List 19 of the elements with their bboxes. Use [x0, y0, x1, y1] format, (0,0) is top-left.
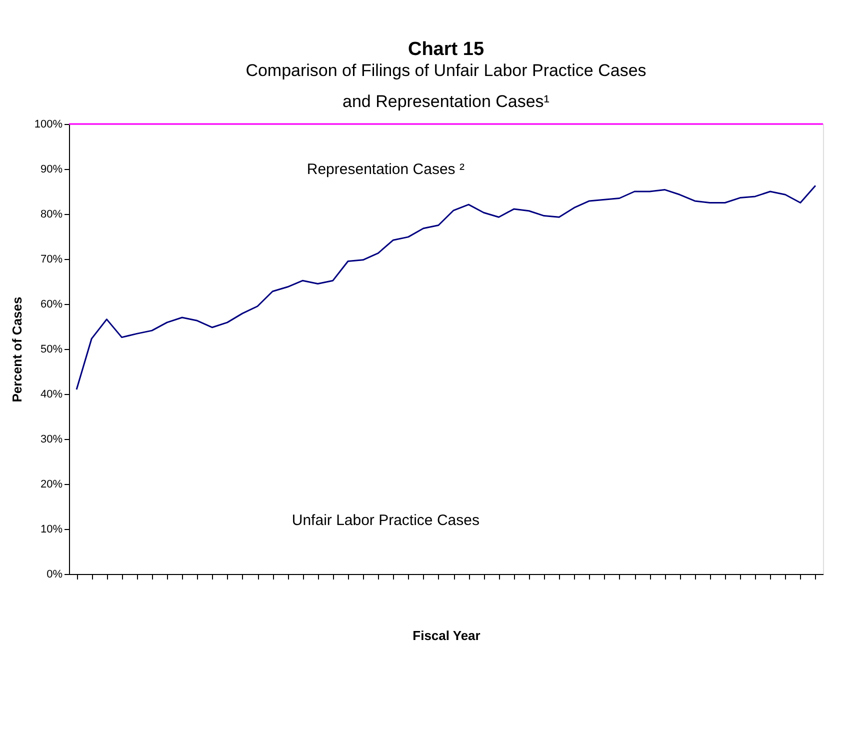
y-tick-label: 20%: [40, 478, 63, 490]
y-tick-label: 50%: [40, 344, 63, 356]
y-tick-label: 80%: [40, 208, 63, 220]
line-series: [76, 184, 816, 390]
y-tick-label: 100%: [34, 118, 63, 130]
x-axis-title: Fiscal Year: [412, 628, 480, 643]
annotation: Unfair Labor Practice Cases: [292, 512, 480, 529]
y-tick-label: 30%: [40, 434, 63, 446]
chart-title: Chart 15: [408, 39, 484, 60]
y-tick-label: 60%: [40, 298, 63, 310]
y-tick-label: 0%: [46, 568, 63, 580]
y-tick-label: 40%: [40, 388, 63, 400]
y-tick-label: 90%: [40, 164, 63, 176]
annotation: Representation Cases ²: [306, 161, 464, 178]
text: and Representation Cases¹: [342, 92, 550, 111]
text: Comparison of Filings of Unfair Labor Practice Cases: [246, 61, 646, 80]
y-tick-label: 70%: [40, 254, 63, 266]
y-axis-title: Percent of Cases: [9, 296, 24, 402]
y-tick-label: 10%: [40, 524, 63, 536]
